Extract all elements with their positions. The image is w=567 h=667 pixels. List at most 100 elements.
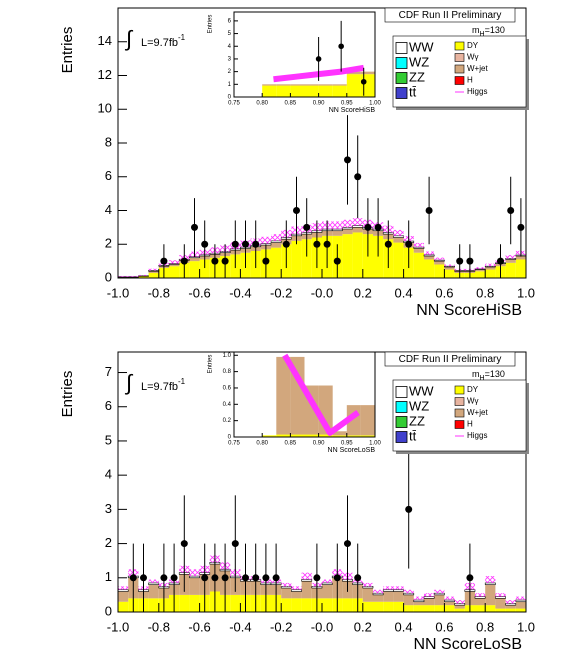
background-bar (290, 84, 305, 86)
signal-band (169, 260, 180, 264)
x-tick-label: 0.90 (313, 441, 325, 447)
legend-swatch (395, 401, 408, 413)
legend-swatch (395, 72, 408, 84)
background-bar (485, 269, 496, 278)
legend-label: DY (467, 385, 479, 394)
background-bar (332, 431, 347, 436)
x-tick-label: 0.8 (476, 619, 494, 634)
signal-band (393, 586, 404, 590)
background-bar (474, 268, 486, 270)
lumi-text: L=9.7fb (141, 37, 178, 49)
background-bar (434, 594, 445, 606)
background-bar (383, 601, 394, 612)
background-bar (393, 601, 404, 612)
background-bar (304, 85, 319, 97)
legend-label: W+jet (467, 408, 488, 417)
inset-x-title: NN ScoreLoSB (328, 447, 376, 454)
inset-y-title: Entries (208, 355, 214, 374)
x-tick-label: -0.4 (229, 285, 251, 300)
data-point (231, 540, 239, 548)
background-bar (189, 594, 200, 612)
data-point (180, 257, 188, 265)
signal-band (291, 586, 302, 590)
data-point (242, 240, 249, 248)
background-bar (291, 598, 302, 612)
legend-swatch (395, 57, 408, 69)
background-bar (505, 605, 516, 609)
data-point (231, 240, 239, 248)
signal-band (189, 569, 200, 577)
background-bar (360, 405, 375, 436)
background-bar (475, 271, 486, 278)
background-bar (138, 275, 149, 277)
background-bar (352, 232, 363, 278)
signal-band (475, 267, 486, 269)
background-bar (168, 263, 180, 265)
legend-swatch (395, 416, 408, 428)
y-tick-label: 0 (228, 435, 232, 441)
data-point (374, 223, 382, 231)
background-bar (484, 582, 496, 585)
background-bar (515, 259, 526, 278)
y-tick-label: 4 (105, 467, 112, 482)
background-bar (148, 271, 159, 273)
background-bar (276, 84, 291, 86)
signal-band (281, 582, 292, 587)
background-bar (475, 269, 486, 272)
mass-sub: H (480, 31, 485, 38)
background-bar (373, 601, 384, 612)
inset-x-title: NN ScoreHiSB (329, 107, 376, 114)
background-bar (230, 594, 241, 612)
y-tick-label: 0 (105, 603, 112, 618)
signal-band (322, 579, 333, 583)
background-bar (505, 259, 516, 263)
legend-swatch (454, 420, 465, 429)
y-tick-label: 7 (105, 364, 112, 379)
data-point (333, 574, 341, 582)
background-bar (332, 230, 343, 236)
data-point (425, 207, 433, 214)
x-tick-label: -0.0 (311, 285, 333, 300)
data-point (262, 574, 270, 582)
background-bar (276, 356, 291, 435)
signal-band (454, 600, 465, 604)
background-bar (393, 242, 404, 278)
legend-swatch (395, 42, 408, 54)
signal-band (260, 236, 271, 244)
y-tick-label: 6 (105, 168, 112, 183)
background-bar (304, 84, 319, 86)
data-point (221, 574, 229, 582)
data-point (313, 574, 321, 582)
signal-band (505, 255, 516, 259)
background-bar (495, 596, 506, 599)
signal-band (413, 596, 424, 601)
signal-band (138, 274, 149, 276)
background-bar (434, 261, 445, 265)
background-bar (454, 603, 466, 606)
background-bar (433, 259, 445, 262)
title: CDF Run II Preliminary (399, 354, 502, 365)
data-point (221, 257, 229, 265)
y-tick-label: 0.4 (223, 402, 232, 408)
background-bar (403, 605, 414, 612)
legend-label: H (467, 420, 473, 429)
background-bar (189, 577, 200, 595)
lumi-label: L=9.7fb-1 (141, 377, 186, 393)
background-bar (505, 603, 517, 606)
background-bar (179, 594, 190, 612)
data-point (497, 257, 504, 265)
background-bar (262, 85, 277, 97)
background-bar (434, 605, 445, 612)
mass-label: mH=130 (472, 369, 505, 381)
background-bar (148, 582, 160, 585)
data-point (344, 540, 351, 548)
title-box (384, 7, 516, 23)
background-bar (189, 575, 200, 579)
background-bar (301, 579, 313, 582)
y-tick-label: 8 (105, 134, 112, 149)
legend-swatch (454, 385, 465, 395)
x-tick-label: 0.80 (256, 101, 268, 107)
background-bar (148, 584, 159, 599)
mass-sub: H (480, 375, 485, 382)
legend-label: WZ (409, 54, 429, 69)
